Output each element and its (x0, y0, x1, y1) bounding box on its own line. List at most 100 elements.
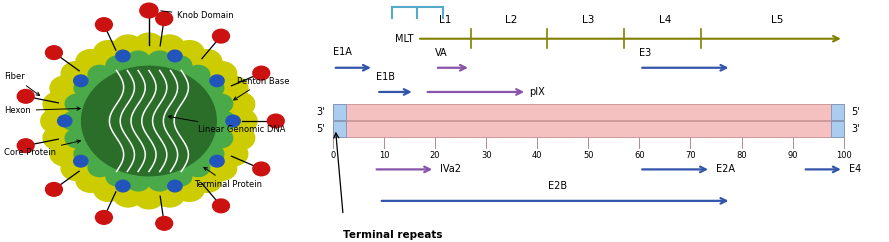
Text: 5': 5' (852, 107, 860, 117)
Text: E1A: E1A (332, 47, 352, 57)
Circle shape (140, 3, 158, 18)
Text: Penton Base: Penton Base (234, 76, 290, 100)
Circle shape (44, 92, 73, 116)
Circle shape (210, 75, 224, 87)
Text: E4: E4 (849, 164, 861, 174)
Text: 5': 5' (316, 124, 325, 134)
Circle shape (225, 92, 254, 116)
Circle shape (155, 183, 185, 207)
Circle shape (116, 180, 130, 192)
Circle shape (74, 75, 88, 87)
Circle shape (82, 66, 216, 176)
Text: TL: TL (410, 0, 424, 2)
Circle shape (200, 79, 224, 98)
Circle shape (50, 76, 80, 100)
Circle shape (218, 76, 248, 100)
Circle shape (209, 129, 233, 148)
Circle shape (156, 12, 172, 25)
Circle shape (17, 139, 34, 152)
Text: 40: 40 (532, 151, 542, 160)
Circle shape (192, 168, 222, 192)
Circle shape (126, 51, 150, 70)
Circle shape (168, 50, 182, 62)
Circle shape (212, 112, 236, 130)
Circle shape (116, 50, 130, 62)
Text: 3': 3' (852, 124, 860, 134)
Circle shape (61, 62, 91, 86)
Circle shape (126, 172, 150, 191)
Circle shape (106, 56, 130, 75)
Text: L5: L5 (771, 15, 783, 25)
Circle shape (212, 199, 229, 213)
Circle shape (192, 50, 222, 74)
Circle shape (56, 45, 242, 197)
Circle shape (155, 35, 185, 59)
Circle shape (156, 217, 172, 230)
FancyBboxPatch shape (332, 121, 346, 137)
Text: L1: L1 (439, 15, 452, 25)
Text: E1B: E1B (376, 72, 396, 82)
Circle shape (50, 142, 80, 166)
Circle shape (95, 18, 112, 31)
Circle shape (61, 156, 91, 180)
Text: 20: 20 (429, 151, 440, 160)
Text: Terminal repeats: Terminal repeats (343, 230, 443, 240)
Text: 10: 10 (379, 151, 389, 160)
Circle shape (93, 41, 124, 65)
Circle shape (106, 167, 130, 186)
Text: MLT: MLT (395, 34, 413, 44)
Text: 30: 30 (481, 151, 492, 160)
Circle shape (44, 126, 73, 150)
Circle shape (168, 167, 192, 186)
Text: Knob Domain: Knob Domain (161, 11, 234, 20)
Circle shape (134, 33, 164, 57)
Circle shape (228, 109, 257, 133)
Text: IVa2: IVa2 (440, 164, 461, 174)
Circle shape (207, 62, 236, 86)
Circle shape (93, 177, 124, 201)
Circle shape (74, 155, 88, 167)
Text: Core Protein: Core Protein (4, 140, 80, 157)
Circle shape (76, 168, 106, 192)
Circle shape (209, 94, 233, 113)
Text: Hexon: Hexon (4, 106, 80, 115)
Circle shape (210, 155, 224, 167)
Circle shape (225, 126, 254, 150)
Text: 50: 50 (583, 151, 594, 160)
Text: VA: VA (435, 48, 448, 58)
Text: 3': 3' (316, 107, 325, 117)
Text: Linear Genomic DNA: Linear Genomic DNA (168, 115, 285, 134)
Circle shape (226, 115, 240, 127)
Text: L4: L4 (659, 15, 671, 25)
Circle shape (65, 129, 89, 148)
Circle shape (95, 211, 112, 224)
Text: 0: 0 (331, 151, 335, 160)
Circle shape (200, 144, 224, 163)
Circle shape (268, 114, 284, 128)
Circle shape (76, 50, 106, 74)
Text: Terminal Protein: Terminal Protein (194, 167, 262, 189)
Text: 80: 80 (736, 151, 747, 160)
Text: L3: L3 (582, 15, 595, 25)
Circle shape (88, 65, 111, 84)
Text: pIX: pIX (530, 87, 545, 97)
FancyBboxPatch shape (831, 104, 844, 120)
Circle shape (174, 177, 204, 201)
Circle shape (62, 112, 85, 130)
Circle shape (41, 109, 70, 133)
FancyBboxPatch shape (332, 104, 844, 120)
Circle shape (148, 172, 172, 191)
Text: E3: E3 (639, 48, 652, 58)
Circle shape (17, 90, 34, 103)
Circle shape (218, 142, 248, 166)
Circle shape (252, 162, 269, 176)
Circle shape (58, 115, 72, 127)
Text: Fiber: Fiber (4, 72, 40, 96)
Circle shape (65, 94, 89, 113)
FancyBboxPatch shape (831, 121, 844, 137)
Circle shape (74, 144, 98, 163)
Text: 70: 70 (685, 151, 696, 160)
Circle shape (207, 156, 236, 180)
Text: E2A: E2A (716, 164, 735, 174)
Text: 100: 100 (836, 151, 852, 160)
